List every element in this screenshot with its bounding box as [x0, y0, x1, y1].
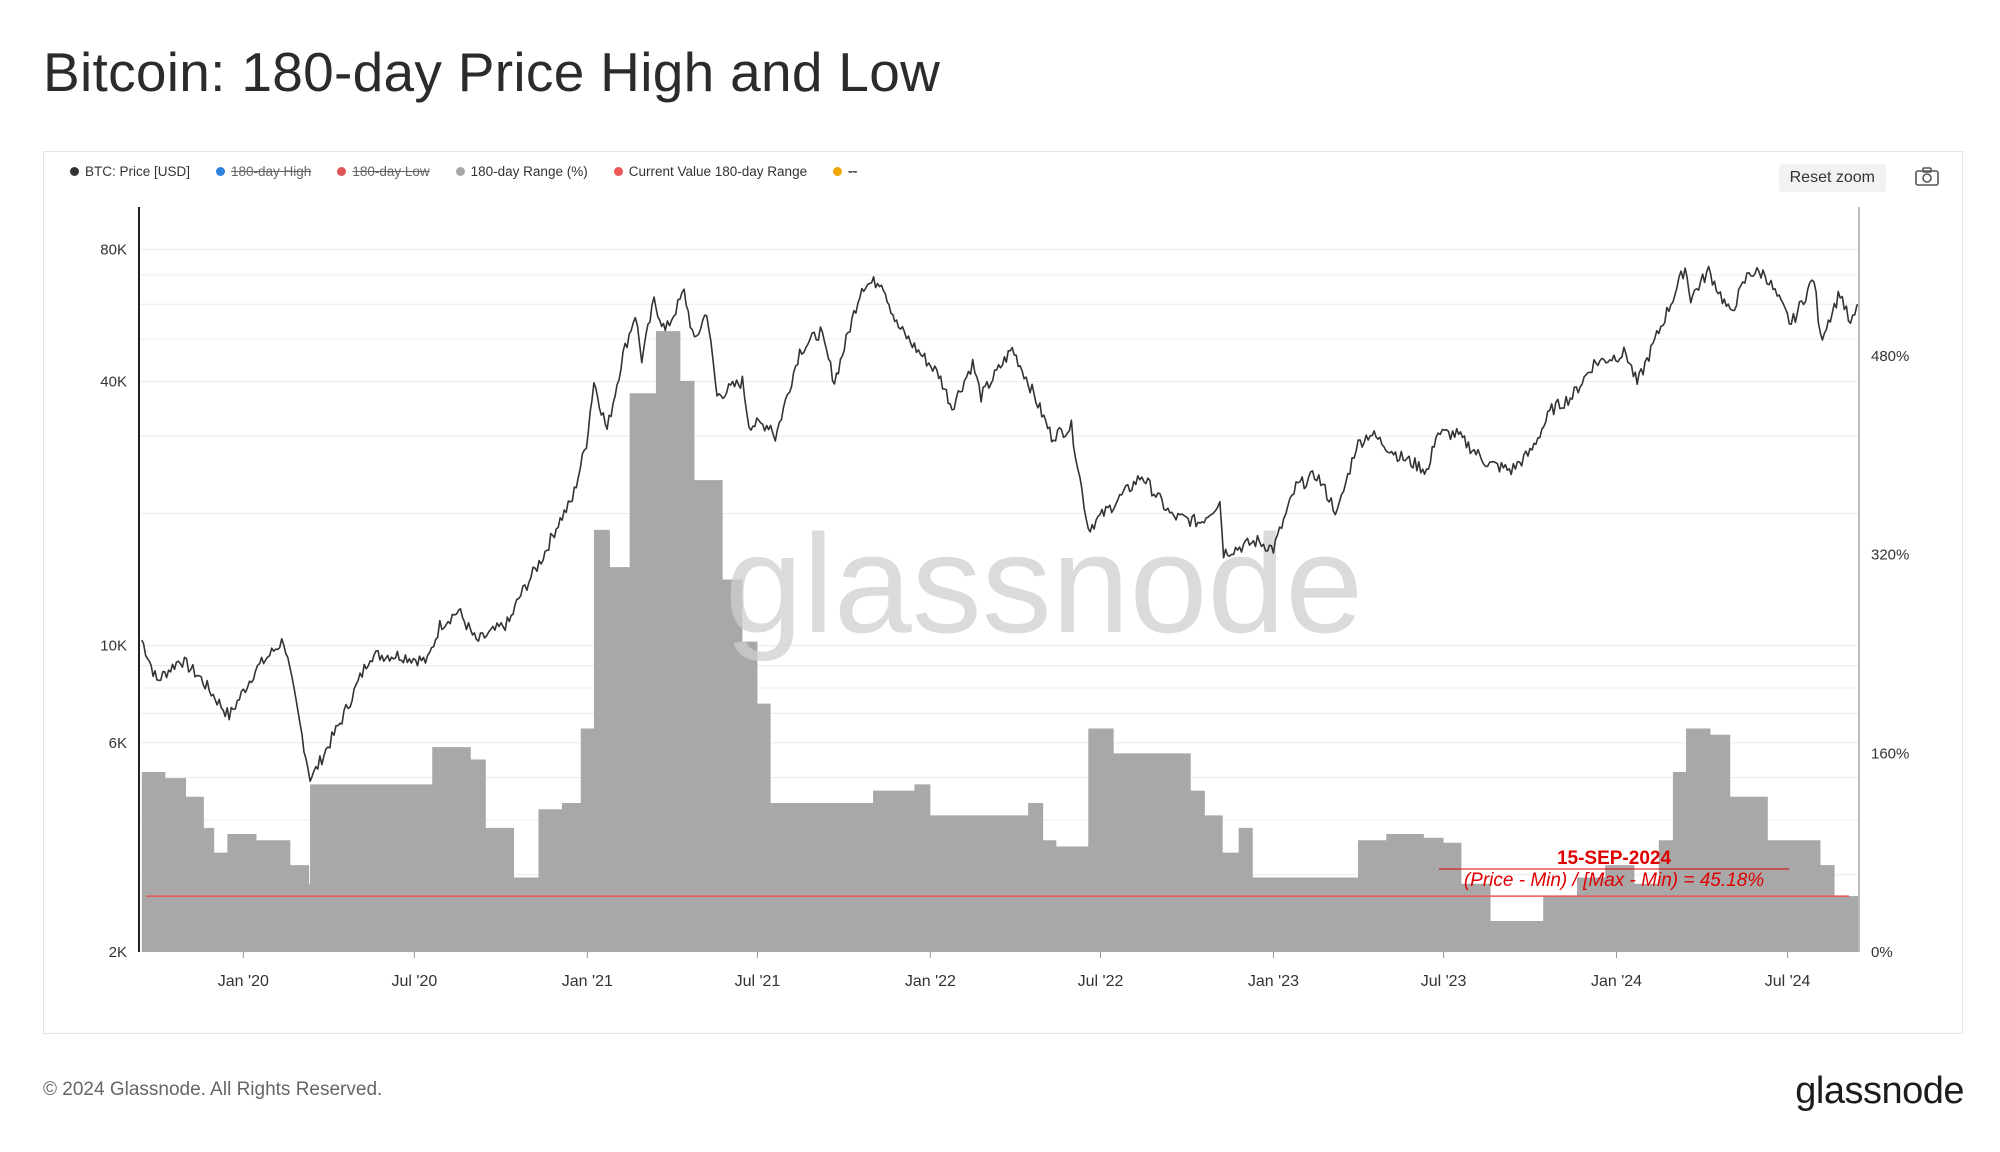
y-left-tick-label: 2K [109, 944, 127, 961]
gridlines [139, 248, 1859, 876]
annotation-date: 15-SEP-2024 [1557, 848, 1672, 869]
legend-item-180-day-range[interactable]: 180-day Range (%) [455, 164, 588, 179]
series-line-btc-price [141, 265, 1860, 783]
plot-area: glassnode 2K 6K 10K 40K 80K 0% 160% 320% 480% J… [100, 207, 1909, 990]
y-right-tick-label: 160% [1871, 745, 1909, 762]
reset-zoom-button[interactable]: Reset zoom [1778, 164, 1886, 192]
legend-item-current-range[interactable]: Current Value 180-day Range [613, 164, 807, 179]
page-title: Bitcoin: 180-day Price High and Low [43, 41, 941, 103]
y-right-tick-label: 320% [1871, 547, 1909, 564]
x-tick-label: Jul '23 [1421, 973, 1467, 990]
x-tick-label: Jul '20 [392, 973, 438, 990]
right-axis-ticks: 0% 160% 320% 480% [1871, 348, 1909, 961]
x-tick-label: Jul '24 [1765, 973, 1811, 990]
x-axis-ticks: Jan '20 Jul '20 Jan '21 Jul '21 Jan '22 Jul '… [218, 952, 1811, 990]
legend-dot-180-day-low [337, 167, 347, 176]
x-tick-label: Jan '23 [1248, 973, 1299, 990]
chart-frame: BTC: Price [USD] 180-day High 180-day Lo… [43, 151, 1963, 1034]
x-tick-label: Jan '21 [562, 973, 613, 990]
y-left-tick-label: 6K [109, 735, 127, 752]
legend-dot-dashed [833, 167, 843, 176]
glassnode-logo: glassnode [1795, 1070, 1964, 1112]
legend-dot-price [70, 167, 79, 176]
x-tick-label: Jan '22 [905, 973, 956, 990]
y-left-tick-label: 10K [100, 638, 127, 655]
left-axis-ticks: 2K 6K 10K 40K 80K [100, 241, 127, 961]
x-tick-label: Jul '22 [1078, 973, 1124, 990]
legend-item-price[interactable]: BTC: Price [USD] [70, 164, 190, 179]
range-area-layer [141, 331, 1859, 952]
annotation-formula: (Price - Min) / [Max - Min) = 45.18% [1464, 870, 1764, 891]
x-tick-label: Jul '21 [735, 973, 781, 990]
series-area-range-percent [141, 331, 1859, 952]
glassnode-watermark: glassnode [725, 505, 1363, 662]
x-tick-label: Jan '20 [218, 973, 269, 990]
legend: BTC: Price [USD] 180-day High 180-day Lo… [70, 164, 857, 179]
y-left-tick-label: 80K [100, 241, 127, 258]
y-left-tick-label: 40K [100, 373, 127, 390]
legend-item-dashed[interactable]: -- [833, 164, 857, 179]
annotation-group: 15-SEP-2024 (Price - Min) / [Max - Min) … [1439, 848, 1789, 891]
legend-dot-180-day-range [455, 167, 465, 176]
legend-dot-180-day-high [216, 167, 226, 176]
axes [138, 207, 1860, 952]
legend-item-180-day-low[interactable]: 180-day Low [337, 164, 430, 179]
x-tick-label: Jan '24 [1591, 973, 1642, 990]
y-right-tick-label: 480% [1871, 348, 1909, 365]
copyright-text: © 2024 Glassnode. All Rights Reserved. [43, 1079, 383, 1100]
camera-icon[interactable] [1914, 166, 1940, 188]
price-line-layer [141, 265, 1860, 783]
y-right-tick-label: 0% [1871, 944, 1893, 961]
legend-item-180-day-high[interactable]: 180-day High [216, 164, 311, 179]
legend-dot-current-range [613, 167, 623, 176]
